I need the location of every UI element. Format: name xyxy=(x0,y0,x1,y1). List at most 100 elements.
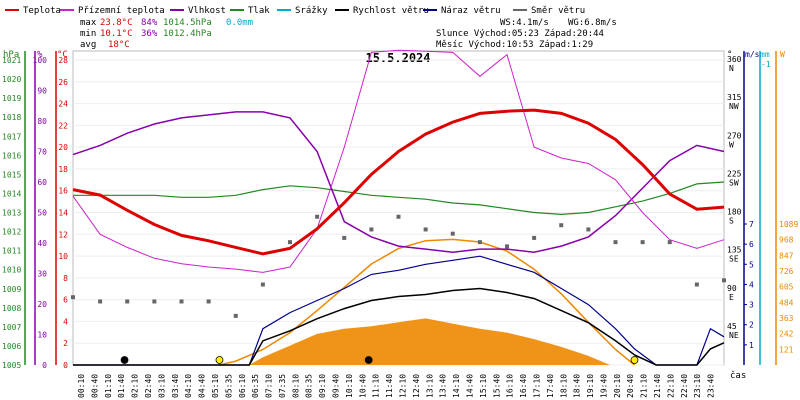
axis-hpa-tick: 1015 xyxy=(2,170,21,179)
axis-ms-tick: 2 xyxy=(749,321,754,330)
series-ground-temperature xyxy=(72,49,725,273)
axis-temp-tick: 0 xyxy=(63,361,68,370)
chart-title: 15.5.2024 xyxy=(365,51,430,65)
stats-max-hum: 84% xyxy=(141,18,158,28)
axis-dir-tick: 225 xyxy=(727,169,742,178)
wind-direction-point xyxy=(586,227,591,232)
axis-pct-tick: 100 xyxy=(33,56,48,65)
axis-temp-tick: 2 xyxy=(63,339,68,348)
axis-dir-label: SE xyxy=(729,255,739,264)
x-tick-label: 18:40 xyxy=(573,374,582,398)
wind-direction-point xyxy=(315,214,320,219)
x-tick-label: 21:10 xyxy=(640,374,649,398)
x-tick-label: 14:40 xyxy=(466,374,475,398)
x-tick-label: 07:10 xyxy=(265,374,274,398)
x-tick-label: 18:10 xyxy=(559,374,568,398)
legend-label-4: Srážky xyxy=(295,6,328,16)
axis-hpa-tick: 1007 xyxy=(2,323,21,332)
stats-avg-temp: 18°C xyxy=(108,40,130,50)
series-layer xyxy=(71,49,726,366)
axis-mm-tick: -1 xyxy=(761,60,771,69)
wind-direction-point xyxy=(260,282,265,287)
x-tick-label: 09:10 xyxy=(318,374,327,398)
x-tick-label: 19:10 xyxy=(586,374,595,398)
wind-direction-point xyxy=(206,299,211,304)
axis-hpa-tick: 1008 xyxy=(2,304,21,313)
x-tick-label: 04:10 xyxy=(184,374,193,398)
legend: Teplota Přízemní teplota Vlhkost Tlak Srážky… xyxy=(5,6,585,16)
axis-w-tick: 242 xyxy=(779,330,794,339)
series-temperature xyxy=(72,108,725,256)
x-axis: 00:10 00:40 01:10 01:40 02:10 02:40 03:10 03:40… xyxy=(77,370,746,398)
wind-direction-point xyxy=(640,240,645,245)
wind-direction-point xyxy=(667,240,672,245)
info-wg: WG:6.8m/s xyxy=(568,18,617,28)
axis-dir-title: ° xyxy=(727,50,732,60)
axis-w-tick: 363 xyxy=(779,314,794,323)
x-tick-label: 13:40 xyxy=(439,374,448,398)
event-marker xyxy=(215,356,224,364)
x-tick-label: 01:40 xyxy=(117,374,126,398)
axis-pct-tick: 0 xyxy=(42,361,47,370)
wind-direction-point xyxy=(450,231,455,236)
x-tick-label: 15:40 xyxy=(492,374,501,398)
x-tick-label: 11:40 xyxy=(385,374,394,398)
series-wind-gust xyxy=(73,255,725,366)
axis-pct-tick: 30 xyxy=(37,270,47,279)
axis-dir-label: NE xyxy=(729,331,739,340)
wind-direction-point xyxy=(233,313,238,318)
wind-direction-point xyxy=(722,278,726,283)
x-tick-label: 09:40 xyxy=(332,374,341,398)
axis-w-tick: 121 xyxy=(779,345,794,354)
axis-temp-tick: 28 xyxy=(58,56,68,65)
wind-direction-point xyxy=(342,235,347,240)
info-moon: Měsíc Východ:10:53 Západ:1:29 xyxy=(436,40,593,50)
axis-temp-tick: 26 xyxy=(58,78,68,87)
axis-ms-tick: 7 xyxy=(749,220,754,229)
wind-direction-point xyxy=(505,244,509,249)
x-tick-label: 15:10 xyxy=(479,374,488,398)
series-humidity xyxy=(72,111,725,253)
axis-pct-tick: 90 xyxy=(37,87,47,96)
axis-hpa-tick: 1020 xyxy=(2,75,21,84)
axis-dir-label: W xyxy=(729,140,734,149)
wind-direction-point xyxy=(477,240,482,245)
legend-label-0: Teplota xyxy=(23,6,61,16)
wind-direction-point xyxy=(152,299,157,304)
axis-dir-label: E xyxy=(729,293,734,302)
axis-dir-label: SW xyxy=(729,178,739,187)
axis-dir-label: N xyxy=(729,64,734,73)
axis-pct-title: % xyxy=(37,50,43,60)
stats-avg-label: avg xyxy=(80,40,96,50)
axis-temp-tick: 24 xyxy=(58,100,68,109)
x-axis-title: čas xyxy=(730,370,746,381)
x-tick-label: 22:40 xyxy=(680,374,689,398)
legend-label-5: Rychlost větru xyxy=(353,6,429,16)
series-solar-line xyxy=(219,238,635,366)
axis-dir-tick: 315 xyxy=(727,93,742,102)
axis-temp-tick: 4 xyxy=(63,317,68,326)
axis-dir-tick: 360 xyxy=(727,55,742,64)
axis-hpa-tick: 1021 xyxy=(2,56,21,65)
wind-direction-point xyxy=(288,240,292,245)
x-tick-label: 08:10 xyxy=(291,374,300,398)
wind-direction-point xyxy=(98,299,103,304)
x-tick-label: 16:40 xyxy=(519,374,528,398)
axis-pct-tick: 80 xyxy=(37,117,47,126)
axis-pct-tick: 10 xyxy=(37,331,47,340)
x-tick-label: 13:10 xyxy=(425,374,434,398)
x-tick-label: 23:40 xyxy=(707,374,716,398)
axis-w-tick: 1089 xyxy=(779,220,798,229)
axis-dir-tick: 45 xyxy=(727,322,737,331)
info-sun: Slunce Východ:05:23 Západ:20:44 xyxy=(436,29,604,39)
axis-hpa-tick: 1014 xyxy=(2,189,21,198)
axis-temp-tick: 14 xyxy=(58,209,68,218)
x-tick-label: 23:10 xyxy=(693,374,702,398)
wind-direction-point xyxy=(396,214,401,219)
x-tick-label: 06:10 xyxy=(238,374,247,398)
wind-direction-point xyxy=(423,227,428,232)
stats-max-temp: 23.8°C xyxy=(100,18,133,28)
x-tick-label: 16:10 xyxy=(506,374,515,398)
axis-temp-tick: 22 xyxy=(58,121,68,130)
wind-direction-point xyxy=(694,282,699,287)
